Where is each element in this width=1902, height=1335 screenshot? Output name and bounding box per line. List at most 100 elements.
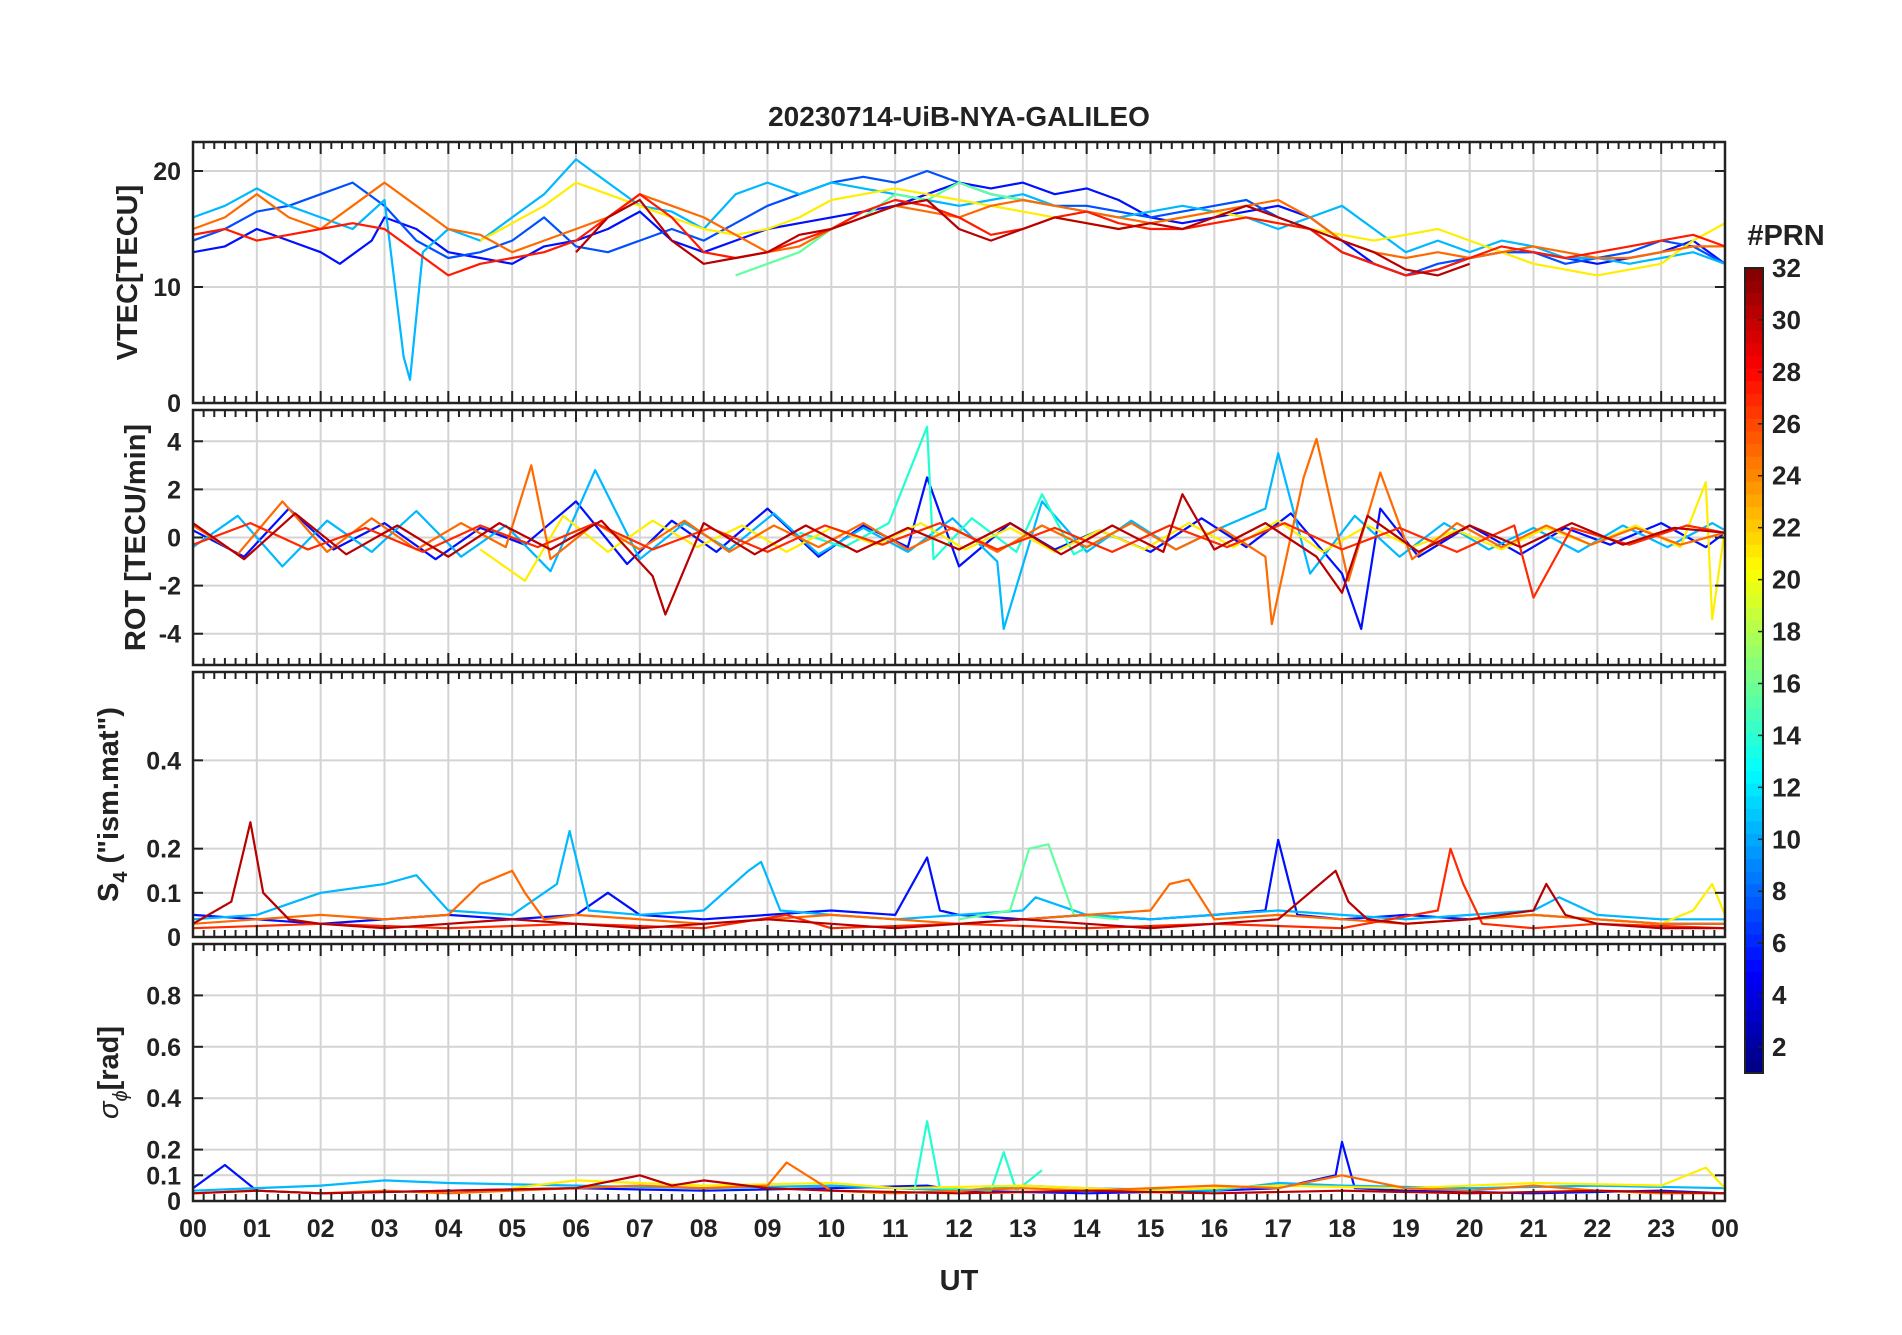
x-tick-label: 20 xyxy=(1456,1215,1484,1243)
colorbar-tick-label: 30 xyxy=(1772,305,1801,335)
y-tick-label: 0.1 xyxy=(146,880,181,908)
x-tick-label: 17 xyxy=(1264,1215,1292,1243)
y-axis-label-rot: ROT [TECU/min] xyxy=(120,424,152,651)
x-tick-label: 12 xyxy=(945,1215,973,1243)
y-tick-label: 0.2 xyxy=(146,1137,181,1165)
y-tick-label: 20 xyxy=(153,158,181,186)
series-line-prn-31 xyxy=(575,198,1471,277)
y-tick-label: 2 xyxy=(167,476,181,504)
colorbar-segment xyxy=(1745,569,1763,584)
x-tick-label: 05 xyxy=(498,1215,526,1243)
colorbar-tick-label: 18 xyxy=(1772,617,1801,647)
colorbar-segment xyxy=(1745,356,1763,370)
x-tick-label: 16 xyxy=(1200,1215,1228,1243)
series-line-prn-20 xyxy=(479,481,1725,621)
colorbar-tick-label: 24 xyxy=(1772,461,1801,491)
colorbar-segment xyxy=(1745,343,1763,357)
y-axis-label-sigma_phi: σϕ[rad] xyxy=(93,1026,132,1119)
colorbar-segment xyxy=(1745,645,1763,659)
colorbar-segment xyxy=(1745,582,1763,596)
colorbar-segment xyxy=(1745,997,1763,1011)
x-tick-label: 10 xyxy=(817,1215,845,1243)
colorbar-segment xyxy=(1745,368,1763,382)
series-line-prn-31 xyxy=(193,1174,1725,1195)
colorbar-segment xyxy=(1745,771,1763,785)
x-tick-label: 01 xyxy=(243,1215,271,1243)
colorbar-segment xyxy=(1745,947,1763,961)
y-tick-label: 4 xyxy=(167,428,181,456)
colorbar-segment xyxy=(1745,984,1763,999)
colorbar-segment xyxy=(1745,506,1763,521)
colorbar-tick-label: 8 xyxy=(1772,876,1786,906)
x-tick-label: 00 xyxy=(179,1215,207,1243)
colorbar-tick-label: 16 xyxy=(1772,668,1801,698)
colorbar-segment xyxy=(1745,431,1763,445)
y-tick-label: 0 xyxy=(167,924,181,952)
y-tick-label: 0.8 xyxy=(146,982,181,1010)
colorbar-segment xyxy=(1745,758,1763,772)
colorbar-segment xyxy=(1745,871,1763,885)
colorbar-segment xyxy=(1745,532,1763,546)
colorbar-segment xyxy=(1745,268,1763,282)
colorbar-segment xyxy=(1745,607,1763,621)
y-axis-label-s4: S4 ("ism.mat") xyxy=(93,707,132,902)
colorbar-segment xyxy=(1745,922,1763,936)
series-line-prn-15 xyxy=(735,181,1055,277)
x-tick-label: 07 xyxy=(626,1215,654,1243)
panel-s4: 0 0.1 0.2 0.4 S4 ("ism.mat") xyxy=(93,670,1727,952)
panel-rot: -4 -2 0 2 4 ROT [TECU/min] xyxy=(120,408,1727,667)
y-tick-label: 0 xyxy=(167,525,181,553)
y-tick-label: 0.2 xyxy=(146,836,181,864)
series-line-prn-31 xyxy=(193,493,1725,616)
x-tick-label: 08 xyxy=(690,1215,718,1243)
colorbar-segment xyxy=(1745,745,1763,760)
x-tick-label: 18 xyxy=(1328,1215,1356,1243)
series-line-prn-2 xyxy=(193,838,1725,925)
colorbar-segment xyxy=(1745,1022,1763,1036)
x-tick-label: 11 xyxy=(882,1215,909,1243)
colorbar-segment xyxy=(1745,972,1763,986)
colorbar-segment xyxy=(1745,834,1763,848)
colorbar-segment xyxy=(1745,783,1763,797)
colorbar-segment xyxy=(1745,481,1763,496)
colorbar-segment xyxy=(1745,959,1763,973)
y-tick-label: 0.1 xyxy=(146,1162,181,1190)
colorbar-segment xyxy=(1745,418,1763,433)
colorbar-segment xyxy=(1745,293,1763,307)
y-tick-label: -4 xyxy=(159,621,181,649)
series-line-prn-15 xyxy=(958,843,1119,921)
y-tick-label: 0 xyxy=(167,390,181,418)
colorbar-segment xyxy=(1745,859,1763,873)
colorbar-segment xyxy=(1745,406,1763,420)
colorbar-segment xyxy=(1745,720,1763,734)
x-tick-label: 21 xyxy=(1520,1215,1548,1243)
colorbar-segment xyxy=(1745,670,1763,684)
colorbar-segment xyxy=(1745,796,1763,810)
y-tick-label: -2 xyxy=(159,573,181,601)
colorbar-tick-label: 12 xyxy=(1772,772,1801,802)
colorbar-segment xyxy=(1745,632,1763,646)
series-line-prn-10 xyxy=(193,452,1725,631)
series-line-prn-27 xyxy=(193,521,1725,599)
colorbar-segment xyxy=(1745,1060,1763,1074)
series-line-prn-31 xyxy=(193,821,1725,930)
colorbar-segment xyxy=(1745,909,1763,923)
y-tick-label: 0.4 xyxy=(146,747,181,775)
colorbar-segment xyxy=(1745,808,1763,823)
chart-title: 20230714-UiB-NYA-GALILEO xyxy=(768,101,1150,132)
colorbar-tick-label: 32 xyxy=(1772,253,1801,283)
colorbar-segment xyxy=(1745,821,1763,835)
series-line-prn-14 xyxy=(799,425,1120,561)
colorbar-label: #PRN xyxy=(1747,220,1824,252)
colorbar-segment xyxy=(1745,456,1763,470)
colorbar-segment xyxy=(1745,934,1763,948)
x-tick-label: 00 xyxy=(1711,1215,1739,1243)
x-tick-label: 02 xyxy=(307,1215,335,1243)
series-line-prn-24 xyxy=(193,437,1725,626)
colorbar-segment xyxy=(1745,557,1763,571)
colorbar-segment xyxy=(1745,381,1763,395)
x-tick-label: 03 xyxy=(371,1215,399,1243)
x-tick-label: 15 xyxy=(1137,1215,1165,1243)
